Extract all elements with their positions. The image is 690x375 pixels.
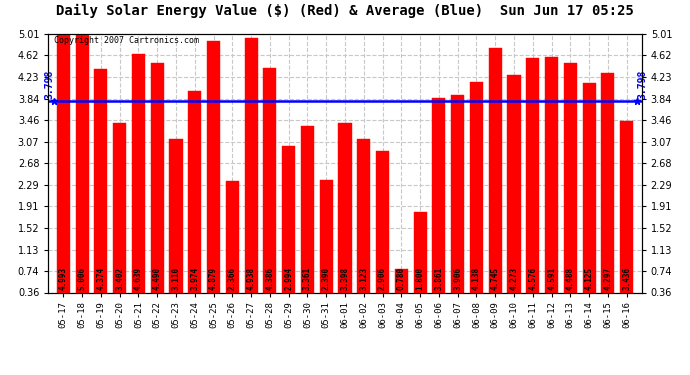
Text: 2.390: 2.390 [322,267,331,290]
Bar [470,82,483,292]
Bar [526,58,540,292]
Bar [413,212,426,292]
Text: 4.639: 4.639 [134,267,143,290]
Text: 4.386: 4.386 [266,267,275,290]
Bar [188,92,201,292]
Text: Daily Solar Energy Value ($) (Red) & Average (Blue)  Sun Jun 17 05:25: Daily Solar Energy Value ($) (Red) & Ave… [56,4,634,18]
Bar [376,151,389,292]
Bar [170,140,183,292]
Text: 3.110: 3.110 [172,267,181,290]
Text: 3.398: 3.398 [340,267,350,290]
Text: 3.974: 3.974 [190,267,199,290]
Bar [489,48,502,292]
Text: 4.993: 4.993 [59,267,68,290]
Text: 4.745: 4.745 [491,267,500,290]
Text: 2.906: 2.906 [378,267,387,290]
Bar [451,95,464,292]
Bar [207,41,220,292]
Text: 3.906: 3.906 [453,267,462,290]
Text: 2.994: 2.994 [284,267,293,290]
Bar [95,69,108,292]
Text: 4.879: 4.879 [209,267,218,290]
Bar [113,123,126,292]
Bar [226,181,239,292]
Text: 4.490: 4.490 [152,267,161,290]
Text: 4.488: 4.488 [566,267,575,290]
Bar [301,126,314,292]
Text: 3.436: 3.436 [622,267,631,290]
Text: 1.800: 1.800 [415,267,424,290]
Text: 4.938: 4.938 [246,267,255,290]
Text: 3.123: 3.123 [359,267,368,290]
Text: 2.366: 2.366 [228,267,237,290]
Text: 3.402: 3.402 [115,267,124,290]
Text: Copyright 2007 Cartronics.com: Copyright 2007 Cartronics.com [55,36,199,45]
Bar [395,269,408,292]
Bar [507,75,520,292]
Text: 3.798: 3.798 [44,70,54,99]
Bar [564,63,577,292]
Bar [244,38,257,292]
Text: 3.361: 3.361 [303,267,312,290]
Text: 4.138: 4.138 [472,267,481,290]
Bar [57,35,70,292]
Text: 4.576: 4.576 [529,267,538,290]
Text: 4.273: 4.273 [509,267,518,290]
Bar [282,146,295,292]
Bar [150,63,164,292]
Text: 5.006: 5.006 [77,267,87,290]
Bar [601,74,615,292]
Text: 4.297: 4.297 [603,267,613,290]
Bar [545,57,558,292]
Text: 4.374: 4.374 [97,267,106,290]
Text: 3.798: 3.798 [637,70,647,99]
Text: 4.591: 4.591 [547,267,556,290]
Text: 3.861: 3.861 [435,267,444,290]
Bar [338,123,352,292]
Text: 0.780: 0.780 [397,267,406,290]
Bar [433,98,446,292]
Bar [75,34,89,292]
Text: 4.125: 4.125 [584,267,593,290]
Bar [620,122,633,292]
Bar [132,54,145,292]
Bar [357,139,371,292]
Bar [582,83,595,292]
Bar [264,69,277,292]
Bar [319,180,333,292]
